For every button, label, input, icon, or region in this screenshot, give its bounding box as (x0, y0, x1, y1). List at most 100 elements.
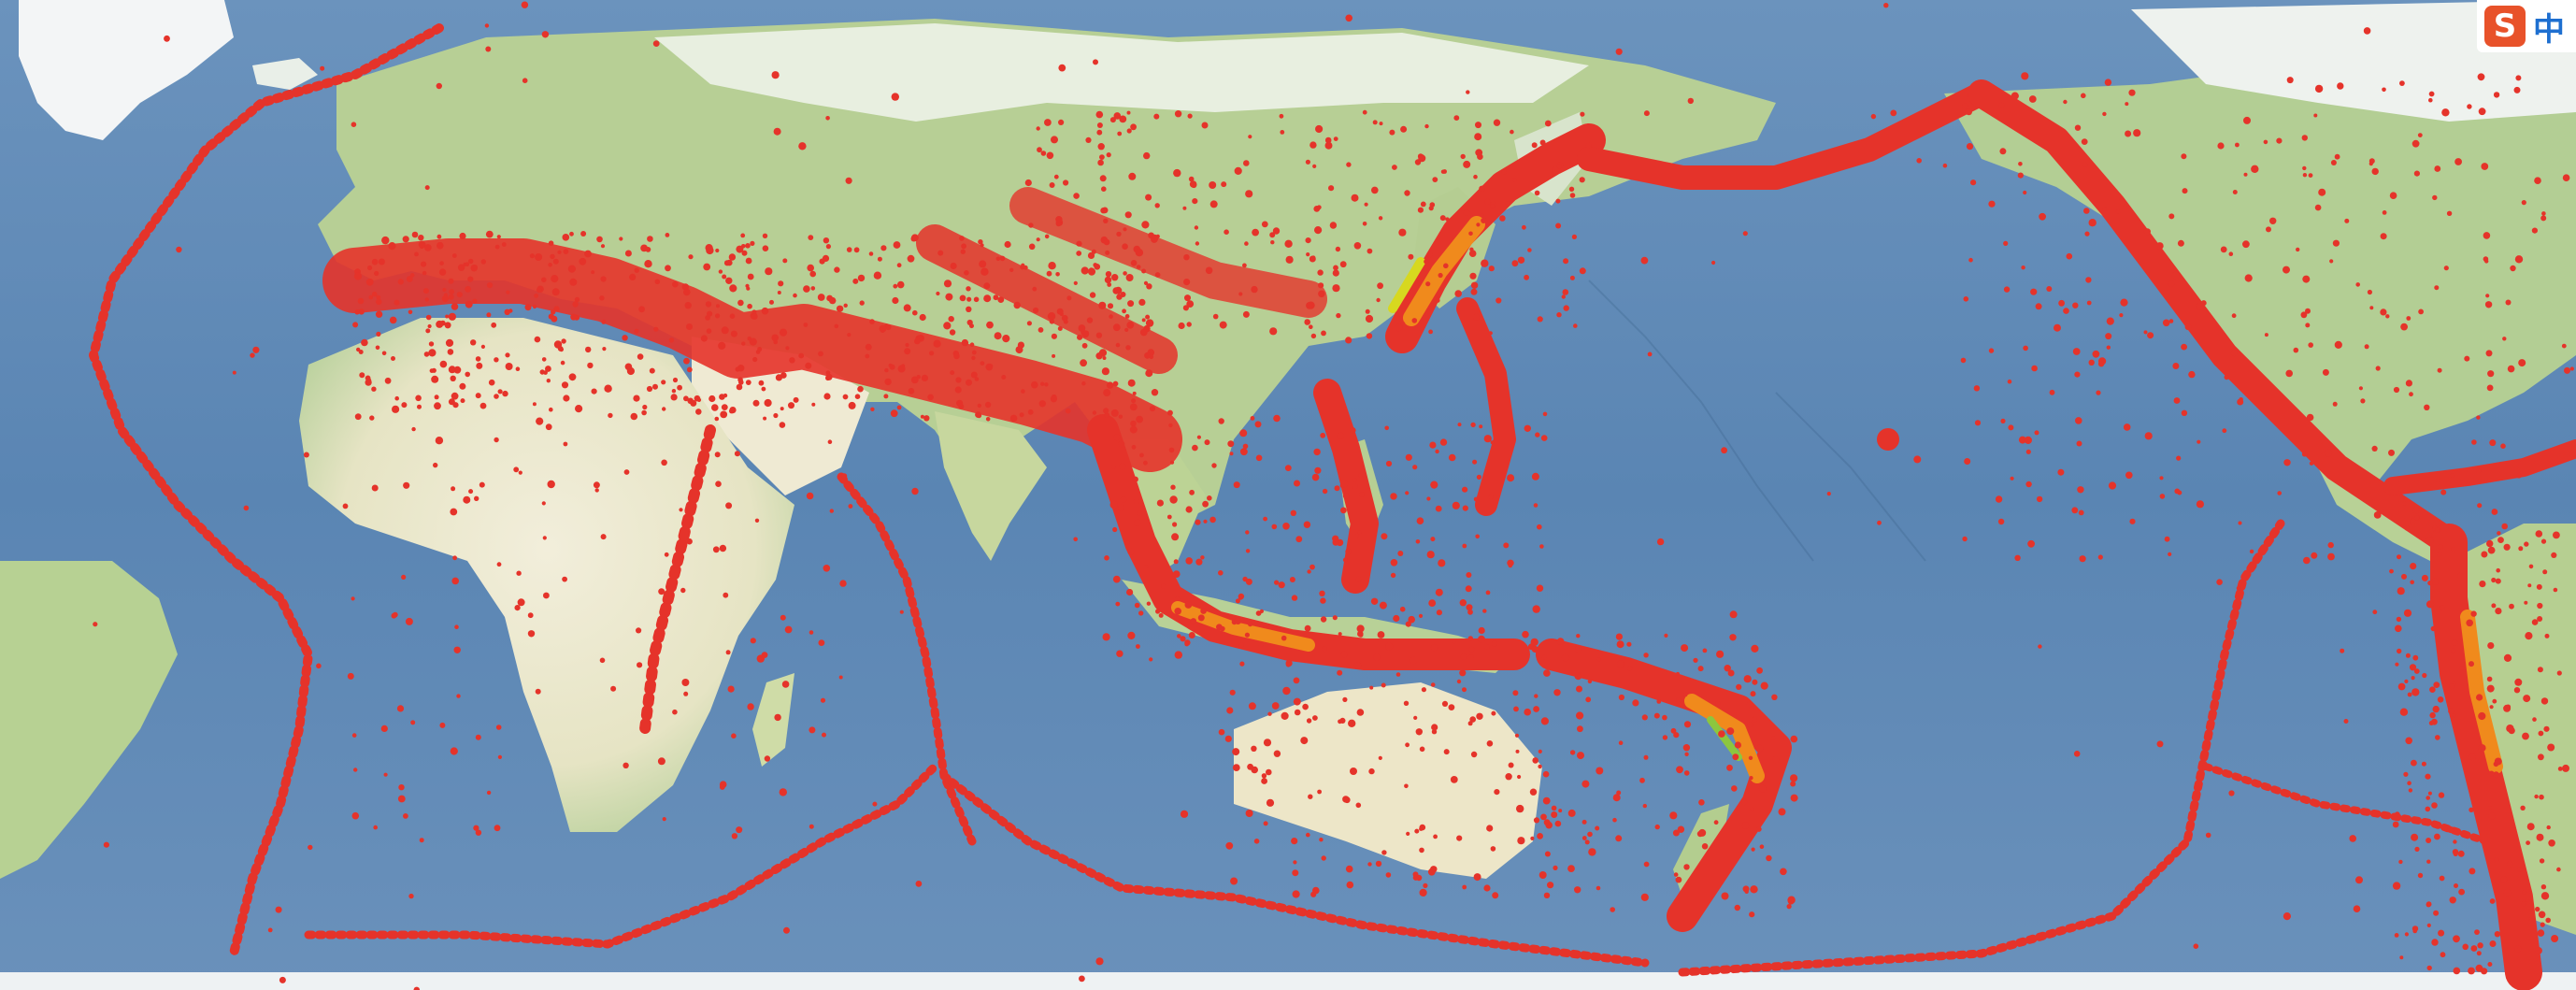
epicenter-dot (2181, 409, 2188, 416)
epicenter-dot (2524, 600, 2528, 605)
epicenter-dot (2003, 286, 2011, 293)
epicenter-dot (501, 242, 507, 247)
epicenter-dot (2427, 791, 2432, 796)
epicenter-dot (2451, 648, 2456, 653)
epicenter-dot (1146, 283, 1152, 290)
epicenter-dot (1232, 764, 1240, 771)
epicenter-dot (1274, 580, 1280, 585)
epicenter-dot (1581, 780, 1590, 788)
epicenter-dot (575, 405, 583, 413)
epicenter-dot (2104, 79, 2112, 86)
epicenter-dot (1169, 495, 1178, 504)
epicenter-dot (1309, 564, 1315, 570)
epicenter-dot (1568, 186, 1575, 192)
epicenter-dot (342, 503, 349, 509)
epicenter-dot (401, 574, 407, 581)
epicenter-dot (497, 754, 503, 760)
epicenter-dot (1435, 449, 1439, 454)
epicenter-dot (375, 345, 380, 351)
epicenter-dot (1284, 465, 1292, 471)
epicenter-dot (672, 709, 678, 715)
epicenter-dot (2031, 365, 2038, 372)
epicenter-dot (2008, 424, 2014, 431)
epicenter-dot (2018, 436, 2026, 444)
epicenter-dot (2027, 539, 2036, 548)
epicenter-dot (2453, 935, 2460, 943)
epicenter-dot (1281, 635, 1287, 641)
epicenter-dot (468, 258, 474, 265)
epicenter-dot (1278, 581, 1285, 589)
epicenter-dot (397, 279, 404, 285)
epicenter-dot (1134, 602, 1140, 609)
epicenter-dot (1332, 615, 1338, 621)
epicenter-dot (1272, 227, 1281, 235)
epicenter-dot (1229, 452, 1234, 456)
epicenter-dot (467, 276, 474, 282)
epicenter-dot (1251, 285, 1258, 294)
epicenter-dot (2409, 664, 2417, 671)
epicenter-dot (1569, 193, 1576, 198)
epicenter-dot (2371, 445, 2378, 452)
epicenter-dot (2432, 194, 2438, 201)
epicenter-dot (1417, 207, 1424, 213)
epicenter-dot (883, 394, 889, 399)
epicenter-dot (1195, 519, 1201, 525)
epicenter-dot (1284, 239, 1293, 248)
epicenter-dot (1125, 274, 1134, 281)
epicenter-dot (1496, 297, 1502, 304)
epicenter-dot (1538, 764, 1542, 769)
epicenter-dot (2489, 898, 2496, 904)
epicenter-dot (1426, 496, 1431, 501)
epicenter-dot (600, 276, 607, 282)
epicenter-dot (1741, 798, 1748, 806)
epicenter-dot (2411, 676, 2415, 681)
epicenter-dot (1027, 409, 1034, 415)
epicenter-dot (1312, 164, 1317, 168)
epicenter-dot (937, 250, 944, 256)
epicenter-dot (2358, 386, 2363, 391)
epicenter-dot (1065, 408, 1071, 414)
epicenter-dot (1366, 333, 1373, 339)
epicenter-dot (451, 577, 460, 585)
epicenter-dot (1307, 301, 1315, 309)
epicenter-dot (2314, 204, 2322, 211)
epicenter-dot (2441, 108, 2450, 117)
epicenter-dot (1474, 133, 1482, 141)
epicenter-dot (232, 370, 236, 375)
epicenter-dot (1615, 48, 1623, 55)
epicenter-dot (2334, 340, 2342, 349)
epicenter-dot (601, 319, 607, 324)
epicenter-dot (2399, 80, 2405, 86)
epicenter-dot (966, 286, 971, 292)
epicenter-dot (2422, 672, 2427, 679)
epicenter-dot (1076, 240, 1082, 247)
epicenter-dot (2424, 404, 2430, 410)
epicenter-dot (1151, 234, 1159, 242)
epicenter-dot (1470, 288, 1478, 295)
epicenter-dot (2528, 564, 2534, 569)
epicenter-dot (2547, 743, 2555, 752)
epicenter-dot (1144, 565, 1149, 569)
epicenter-dot (1752, 679, 1758, 685)
epicenter-dot (1328, 185, 1335, 192)
epicenter-dot (1687, 97, 1695, 105)
epicenter-dot (2162, 319, 2170, 327)
epicenter-dot (700, 335, 708, 342)
epicenter-dot (1428, 206, 1434, 211)
epicenter-dot (723, 393, 728, 398)
epicenter-dot (2324, 449, 2332, 457)
epicenter-dot (2556, 867, 2561, 872)
epicenter-dot (1004, 240, 1011, 249)
epicenter-dot (1139, 452, 1144, 458)
epicenter-dot (1314, 226, 1323, 235)
epicenter-dot (2305, 323, 2311, 328)
epicenter-dot (1405, 491, 1410, 495)
epicenter-dot (1099, 154, 1105, 161)
epicenter-dot (1023, 265, 1028, 270)
epicenter-dot (2537, 929, 2545, 937)
epicenter-dot (2397, 587, 2405, 595)
epicenter-dot (911, 487, 919, 495)
epicenter-dot (793, 293, 797, 298)
epicenter-dot (1106, 152, 1111, 158)
epicenter-dot (921, 374, 929, 381)
